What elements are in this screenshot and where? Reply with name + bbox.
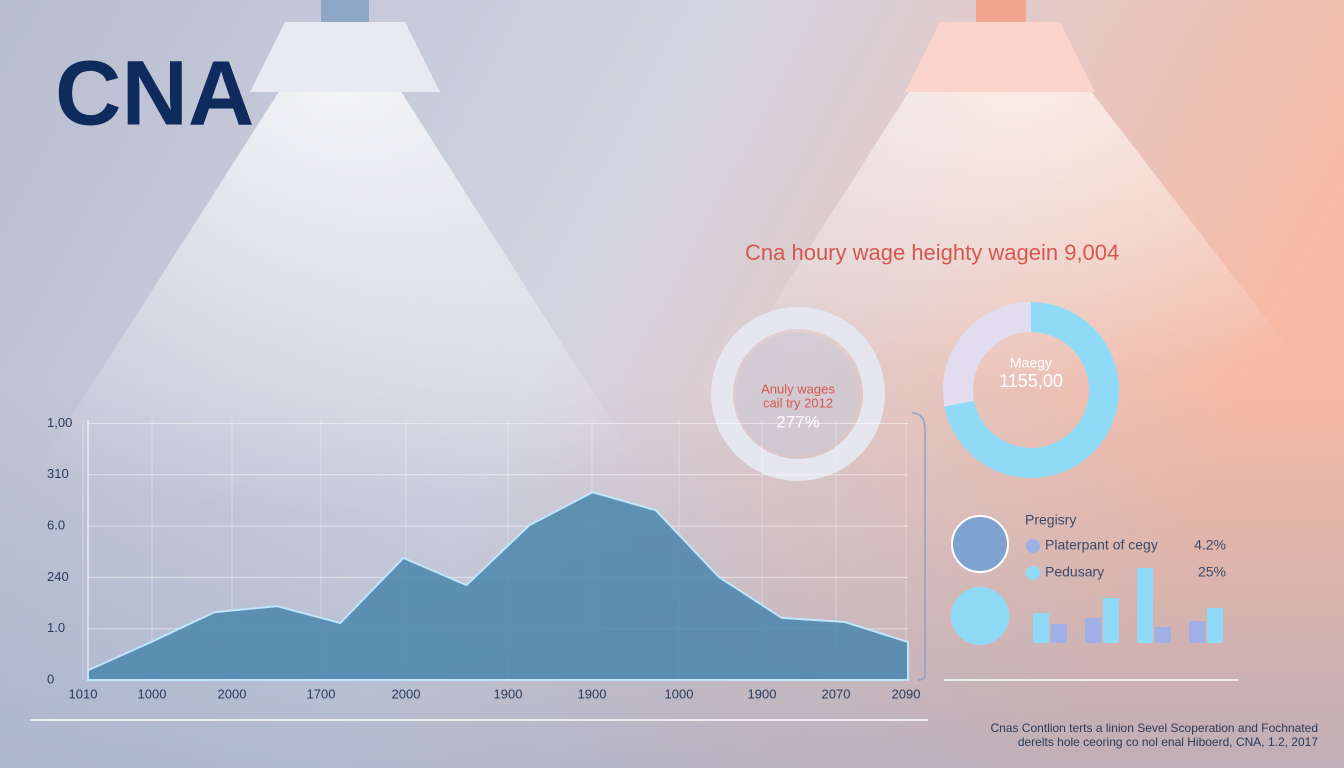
x-tick-label: 1010: [69, 686, 98, 701]
ring-value: 277%: [776, 412, 819, 431]
legend-bubble: [951, 587, 1009, 645]
bar: [1137, 568, 1153, 643]
x-tick-label: 2090: [892, 686, 921, 701]
legend-swatch: [1026, 539, 1040, 553]
bracket: [911, 412, 926, 681]
ring-label: Anuly wages: [761, 381, 835, 396]
donut: [943, 302, 1119, 478]
x-tick-label: 2000: [392, 686, 421, 701]
bar: [1051, 624, 1067, 643]
x-tick-label: 1000: [665, 686, 694, 701]
y-tick-label: 1.0: [47, 620, 65, 635]
legend-swatch: [1026, 566, 1040, 580]
donut-segment: [944, 302, 1119, 478]
bar: [1033, 613, 1049, 643]
x-tick-label: 1900: [494, 686, 523, 701]
x-tick-label: 2000: [218, 686, 247, 701]
extras: Platerpant of cegy 4.2% Pedusary 25%: [1026, 537, 1226, 643]
footnote: derelts hole ceoring co nol enal Hiboerd…: [1018, 735, 1319, 749]
legend-value: 25%: [1198, 564, 1226, 580]
donut-label: Maegy: [1010, 355, 1052, 371]
area-chart: 0 1.0 240 6.0 310 1,00 1010 1000 2000 1700 2000 190…: [47, 415, 920, 702]
y-tick-label: 0: [47, 671, 54, 686]
bar: [1155, 627, 1171, 643]
donut-value: 1155,00: [999, 371, 1063, 391]
legend-label: Pedusary: [1045, 564, 1104, 580]
donut-segment: [943, 302, 1032, 407]
y-tick-label: 1,00: [47, 415, 72, 430]
y-tick-label: 310: [47, 466, 69, 481]
lamp: [905, 22, 1095, 92]
bar: [1189, 621, 1205, 643]
legend-label: Platerpant of cegy: [1045, 537, 1158, 553]
area: [87, 491, 909, 681]
lamp: [250, 22, 440, 92]
x-tick-label: 1900: [578, 686, 607, 701]
y-tick-label: 240: [47, 569, 69, 584]
lamp-stem: [321, 0, 369, 22]
x-tick-label: 2070: [822, 686, 851, 701]
legend-title: Pregisry: [1025, 512, 1076, 528]
bar: [1085, 618, 1101, 643]
ring: [711, 307, 885, 481]
logo: CNA: [55, 42, 254, 144]
x-tick-label: 1900: [748, 686, 777, 701]
y-tick-label: 6.0: [47, 518, 65, 533]
x-tick-label: 1700: [307, 686, 336, 701]
headline: Cna houry wage heighty wagein 9,004: [745, 240, 1119, 265]
ring-label: cail try 2012: [763, 395, 833, 410]
bar: [1103, 598, 1119, 643]
legend-bubble: [951, 515, 1009, 573]
x-tick-label: 1000: [138, 686, 167, 701]
footnote: Cnas Contlion terts a linion Sevel Scope…: [990, 721, 1318, 735]
bar: [1207, 608, 1223, 643]
legend-value: 4.2%: [1194, 537, 1226, 553]
light-beam: [0, 90, 700, 560]
ring-inner: [736, 332, 860, 456]
lamp-stem: [976, 0, 1026, 22]
